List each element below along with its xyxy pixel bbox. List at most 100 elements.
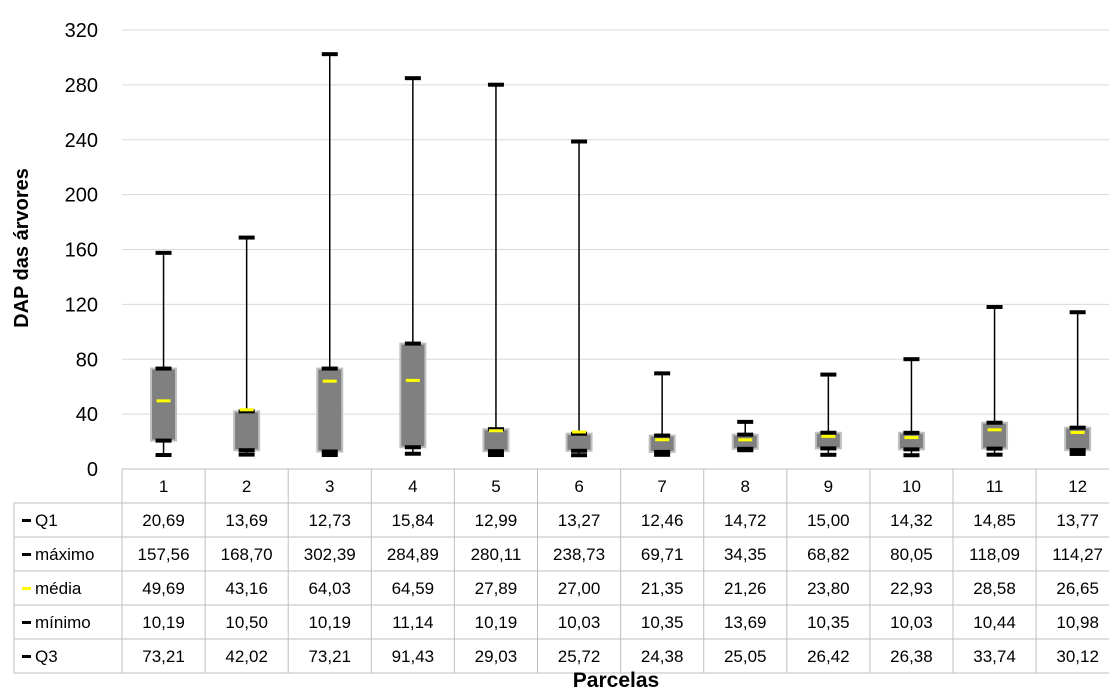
table-value: 114,27 [1052,545,1103,564]
max-marker [238,235,255,240]
table-value: 21,35 [641,579,684,598]
x-tick-label: 7 [657,477,666,496]
table-value: 10,03 [558,613,601,632]
min-marker [238,452,255,457]
x-tick-label: 4 [408,477,417,496]
q3-marker [238,409,255,414]
parcela-box-10 [897,357,925,458]
q3-marker [404,341,421,346]
legend-label: máximo [35,545,95,564]
y-tick-label: 80 [76,349,98,371]
table-value: 14,85 [973,511,1016,530]
q1-marker [986,446,1003,451]
table-value: 29,03 [475,647,518,666]
q3-marker [571,431,588,436]
table-value: 26,65 [1056,579,1099,598]
mean-marker [987,428,1002,432]
table-value: 20,69 [142,511,185,530]
max-marker [571,139,588,144]
x-tick-label: 1 [159,477,168,496]
x-tick-label: 12 [1068,477,1087,496]
gridlines [122,29,1109,415]
max-marker [321,52,338,57]
mean-marker [156,399,171,403]
q3-marker [820,430,837,435]
q3-marker [903,430,920,435]
parcela-box-8 [731,419,759,453]
q1-marker [1069,448,1086,453]
table-value: 10,50 [225,613,268,632]
legend-key [22,519,31,522]
mean-marker [239,408,254,412]
min-marker [155,453,172,458]
parcela-box-12 [1064,310,1092,456]
max-marker [404,76,421,81]
table-value: 12,73 [308,511,351,530]
table-value: 14,32 [890,511,933,530]
max-marker [654,371,671,376]
table-value: 27,00 [558,579,601,598]
x-tick-label: 8 [741,477,750,496]
table-value: 43,16 [225,579,268,598]
x-tick-label: 3 [325,477,334,496]
q3-marker [737,432,754,437]
table-value: 13,69 [724,613,767,632]
table-value: 25,72 [558,647,601,666]
table-value: 27,89 [475,579,518,598]
legend-label: Q1 [35,511,58,530]
table-value: 12,99 [475,511,518,530]
table-value: 24,38 [641,647,684,666]
q3-marker [321,366,338,371]
y-axis-tick-labels: 0 40 80 120 160 200 240 280 320 [65,20,98,481]
table-value: 13,27 [558,511,601,530]
y-tick-label: 0 [87,459,98,481]
parcela-box-9 [814,372,842,457]
x-tick-label: 2 [242,477,251,496]
min-marker [571,453,588,458]
table-value: 10,35 [807,613,850,632]
mean-marker [572,430,587,434]
table-value: 22,93 [890,579,933,598]
q1-marker [571,448,588,453]
table-value: 30,12 [1056,647,1099,666]
legend-key [22,621,31,624]
q3-marker [487,427,504,432]
table-value: 26,38 [890,647,933,666]
table-value: 21,26 [724,579,767,598]
q1-marker [155,438,172,443]
x-tick-label: 9 [824,477,833,496]
iqr-box [648,434,676,453]
table-value: 68,82 [807,545,850,564]
q1-marker [654,449,671,454]
table-value: 80,05 [890,545,933,564]
max-marker [986,304,1003,309]
y-tick-label: 40 [76,404,98,426]
max-marker [1069,310,1086,315]
table-value: 13,77 [1056,511,1099,530]
table-value: 69,71 [641,545,684,564]
parcela-box-1 [150,250,178,458]
x-tick-label: 10 [902,477,921,496]
max-marker [820,372,837,377]
iqr-box [482,428,510,453]
parcela-box-6 [565,139,593,458]
table-value: 25,05 [724,647,767,666]
table-value: 10,03 [890,613,933,632]
legend-key [22,553,31,556]
min-marker [737,448,754,453]
table-value: 238,73 [553,545,605,564]
min-marker [654,452,671,457]
parcela-box-11 [981,304,1009,457]
legend-label: média [35,579,82,598]
x-axis-label: Parcelas [573,669,659,692]
min-marker [820,452,837,457]
mean-marker [738,438,753,442]
mean-marker [322,379,337,383]
min-marker [404,451,421,456]
parcela-box-3 [316,52,344,458]
table-value: 49,69 [142,579,185,598]
y-axis-label: DAP das árvores [11,168,33,328]
mean-marker [488,429,503,433]
